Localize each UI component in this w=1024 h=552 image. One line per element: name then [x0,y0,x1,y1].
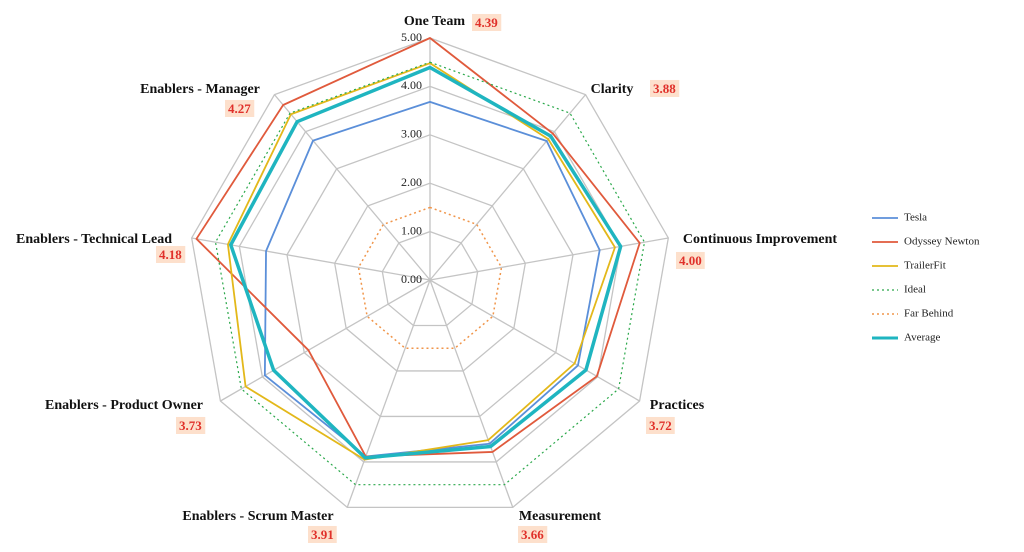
series-line [195,37,641,458]
spoke [273,94,431,281]
spoke [429,279,640,402]
value-label: 3.72 [649,418,672,433]
grid-ring [286,134,574,418]
legend-label: Odyssey Newton [904,236,980,248]
category-label: Enablers - Technical Lead [16,232,172,247]
category-label: Continuous Improvement [683,232,837,247]
legend-label: Ideal [904,284,926,296]
spoke [429,237,669,281]
spoke [220,279,431,402]
value-label-bg [650,79,680,97]
value-label: 3.88 [653,81,676,96]
spoke [429,279,514,508]
value-label: 4.27 [228,101,251,116]
value-label: 3.66 [521,527,544,542]
value-label-bg [472,13,502,31]
y-tick-label: 1.00 [401,223,422,237]
legend-label: Average [904,332,941,344]
spoke [429,94,587,281]
category-label: Enablers - Manager [140,82,260,97]
value-label-bg [225,99,255,117]
value-label-bg [308,525,337,543]
legend-label: TrailerFit [904,260,946,272]
category-label: One Team [404,14,465,29]
y-tick-label: 0.00 [401,272,422,286]
value-label: 4.39 [475,15,498,30]
category-label: Clarity [591,82,634,97]
grid-ring [190,37,670,509]
grid-ring [381,230,479,327]
value-label-bg [156,245,186,263]
series-line [227,62,616,461]
legend-label: Far Behind [904,308,954,320]
value-label-bg [646,416,675,434]
value-label: 3.91 [311,527,334,542]
series-line [214,61,646,486]
y-tick-label: 4.00 [401,78,422,92]
category-label: Measurement [519,509,601,524]
legend-label: Tesla [904,212,927,224]
category-label: Practices [650,398,705,413]
category-label: Enablers - Product Owner [45,398,203,413]
value-label-bg [176,416,206,434]
y-tick-label: 5.00 [401,30,422,44]
grid-ring [238,85,622,463]
value-label-bg [518,525,548,543]
category-label: Enablers - Scrum Master [182,509,333,524]
value-label: 4.00 [679,253,702,268]
grid-ring [333,182,527,372]
value-label-bg [676,251,705,269]
value-label: 4.18 [159,247,182,262]
value-label: 3.73 [179,418,202,433]
y-tick-label: 3.00 [401,127,422,141]
y-tick-label: 2.00 [401,175,422,189]
series-line [229,65,623,460]
spoke [346,279,431,508]
